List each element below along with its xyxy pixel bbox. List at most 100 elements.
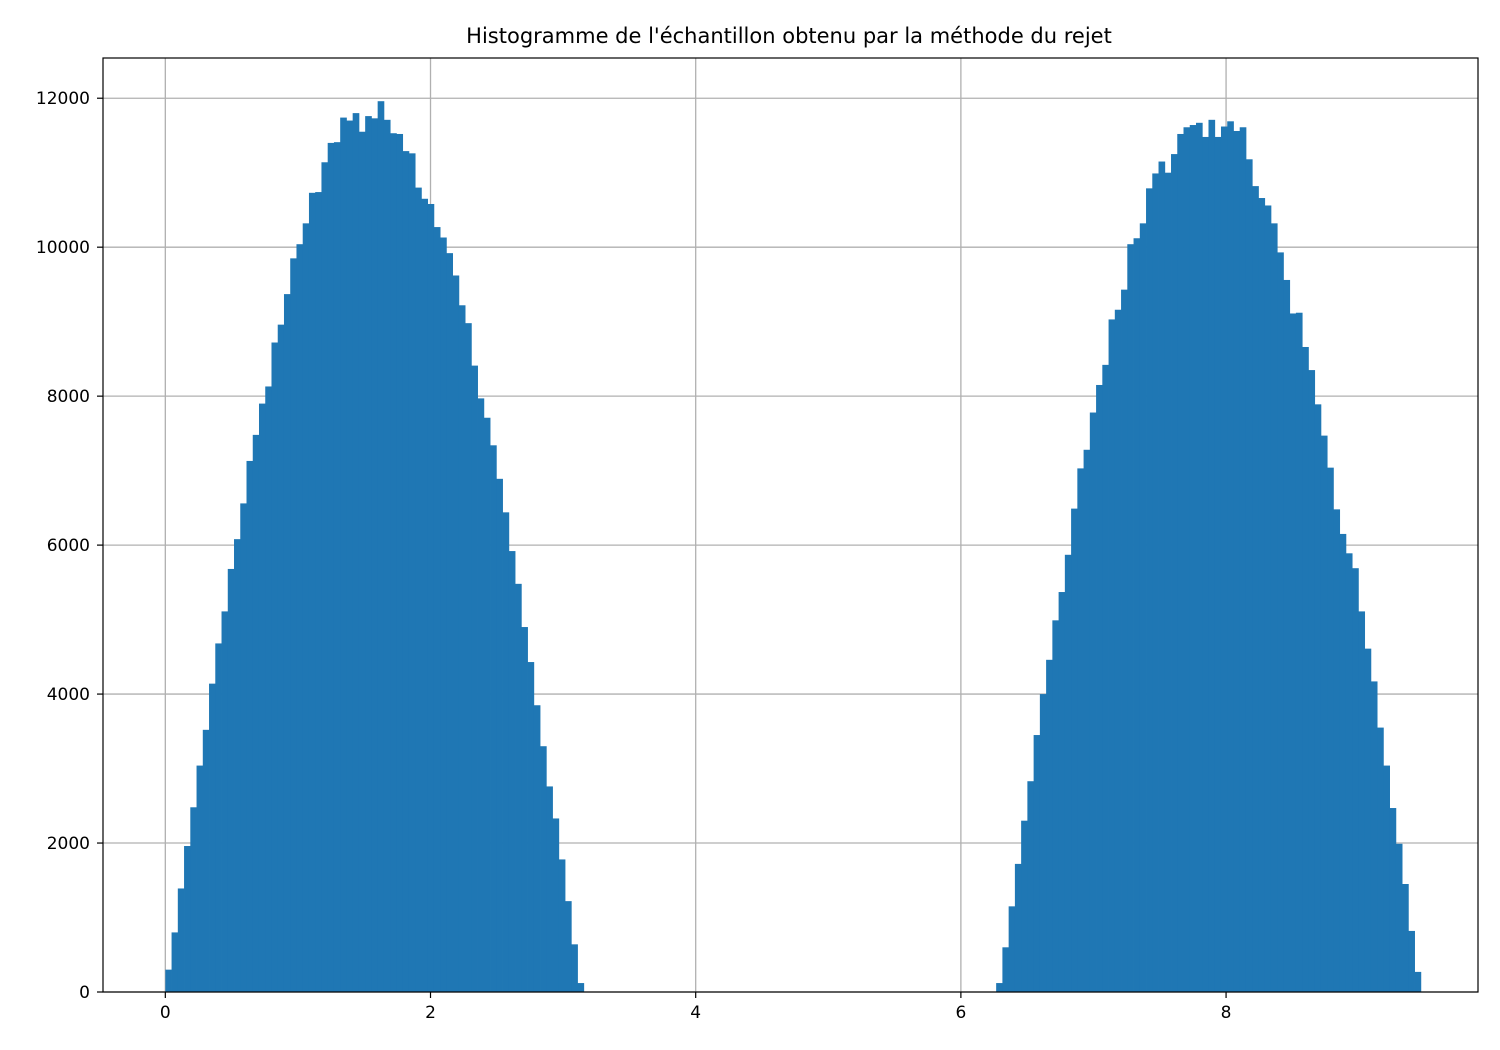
histogram-bar (1033, 735, 1041, 992)
histogram-bar (1189, 125, 1197, 992)
histogram-bar (1171, 154, 1178, 992)
histogram-bar (508, 551, 516, 992)
histogram-bar (1208, 119, 1216, 993)
histogram-bar (271, 342, 279, 993)
histogram-bar (1308, 370, 1316, 993)
histogram-bar (1102, 364, 1109, 992)
histogram-bar (1339, 533, 1347, 992)
histogram-bar (465, 323, 472, 993)
histogram-bar (1277, 252, 1284, 993)
histogram-bar (184, 846, 191, 992)
histogram-bar (202, 729, 210, 992)
histogram-bar (377, 101, 385, 993)
histogram-bar (1302, 346, 1309, 992)
histogram-bar (1402, 884, 1409, 992)
histogram-bar (277, 324, 285, 992)
histogram-bar (477, 398, 485, 992)
histogram-bar (215, 643, 222, 992)
histogram-bar (1052, 620, 1060, 992)
histogram-bar (1358, 611, 1366, 992)
histogram-bar (196, 765, 204, 992)
histogram-bar (1233, 130, 1241, 993)
histogram-bar (190, 807, 197, 992)
histogram-bar (1121, 289, 1128, 993)
histogram-bar (1227, 121, 1234, 993)
histogram-bar (1295, 312, 1303, 992)
histogram-bar (1283, 279, 1291, 993)
histogram-bar (1164, 172, 1172, 992)
histogram-bar (1202, 136, 1209, 992)
histogram-bar (371, 118, 379, 993)
histogram-bar (502, 512, 510, 992)
histogram-bar (1352, 568, 1359, 992)
histogram-bar (171, 932, 179, 992)
y-tick-label: 12000 (36, 89, 90, 109)
histogram-bar (1370, 681, 1378, 992)
histogram-bar (1314, 404, 1322, 992)
histogram-bar (577, 983, 585, 992)
histogram-bar (433, 227, 441, 992)
histogram-bar (446, 253, 453, 992)
x-tick-label: 4 (690, 1003, 701, 1023)
histogram-bar (471, 365, 478, 992)
histogram-bar (221, 611, 229, 992)
x-tick-label: 0 (160, 1003, 171, 1023)
histogram-bar (552, 818, 560, 992)
histogram-bars (165, 101, 1422, 993)
histogram-bar (440, 237, 447, 992)
histogram-bar (340, 117, 347, 992)
histogram-bar (1046, 659, 1053, 992)
histogram-bar (496, 478, 503, 992)
histogram-bar (1183, 127, 1191, 992)
y-tick-label: 8000 (47, 387, 90, 407)
histogram-bar (302, 223, 310, 992)
histogram-bar (421, 198, 429, 993)
histogram-bar (1383, 765, 1390, 992)
histogram-bar (452, 275, 460, 992)
histogram-bar (1264, 205, 1272, 992)
histogram-bar (1133, 238, 1141, 993)
histogram-bar (283, 294, 291, 992)
histogram-bar (1333, 509, 1341, 992)
histogram-bar (1320, 435, 1328, 992)
histogram-bar (521, 627, 528, 992)
histogram-bar (1064, 554, 1072, 992)
histogram-bar (383, 119, 391, 993)
y-tick-label: 10000 (36, 238, 90, 258)
histogram-bar (1058, 592, 1066, 992)
histogram-bar (308, 192, 316, 993)
y-tick-label: 6000 (47, 536, 90, 556)
histogram-bar (1414, 971, 1422, 992)
histogram-bar (252, 434, 260, 992)
histogram-bar (321, 162, 329, 993)
histogram-bar (565, 901, 572, 992)
histogram-bar (1270, 223, 1278, 992)
y-tick-label: 0 (79, 983, 90, 1003)
histogram-bar (1252, 186, 1259, 992)
histogram-bar (346, 120, 354, 993)
histogram-bar (1239, 127, 1247, 992)
histogram-bar (1220, 126, 1228, 992)
histogram-bar (1127, 244, 1134, 992)
histogram-bar (558, 859, 566, 992)
histogram-bar (1377, 727, 1384, 992)
histogram-bar (1021, 820, 1028, 992)
histogram-bar (1071, 508, 1078, 992)
histogram-bar (540, 746, 547, 992)
histogram-bar (227, 568, 235, 992)
histogram-bar (265, 386, 272, 992)
histogram-bar (234, 539, 241, 992)
histogram-bar (1289, 313, 1297, 993)
histogram-bar (1027, 781, 1035, 992)
histogram-bar (490, 445, 497, 992)
histogram-bar (327, 142, 335, 993)
histogram-bar (571, 944, 578, 992)
x-tick-label: 2 (425, 1003, 436, 1023)
histogram-bar (1395, 843, 1403, 992)
histogram-bar (1245, 159, 1253, 993)
histogram-bar (1389, 808, 1397, 992)
histogram-bar (177, 888, 185, 992)
histogram-bar (365, 116, 372, 992)
histogram-bar (390, 133, 397, 993)
